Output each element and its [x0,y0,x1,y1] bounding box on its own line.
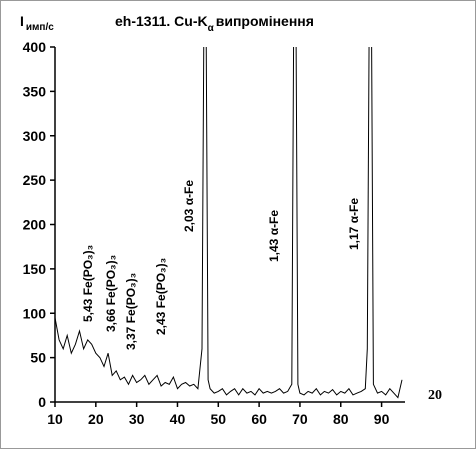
diffraction-line [55,47,403,399]
plot-area [55,47,403,399]
y-tick-label: 150 [23,261,47,277]
y-tick-label: 250 [23,172,47,188]
x-axis-label: 20 [428,388,442,403]
x-tick-label: 20 [88,411,104,427]
y-label-main: I [20,13,24,29]
peak-annotation: 1,17 α-Fe [347,198,361,250]
x-tick-label: 70 [292,411,308,427]
x-tick-label: 30 [129,411,145,427]
title-subscript: α [208,23,215,34]
title-main: eh-1311. Cu-K [115,13,208,29]
x-tick-label: 50 [211,411,227,427]
x-tick-label: 10 [47,411,63,427]
x-tick-label: 40 [170,411,186,427]
y-tick-label: 100 [23,305,47,321]
peak-annotation: 3,37 Fe(PO₃)₃ [124,273,138,350]
x-tick-label: 80 [333,411,349,427]
title-suffix: випромінення [216,13,314,29]
y-tick-label: 200 [23,217,47,233]
peak-annotation: 5,43 Fe(PO₃)₃ [81,245,95,322]
x-tick-label: 60 [251,411,267,427]
chart-title: eh-1311. Cu-Kα випромінення [115,13,314,34]
peak-annotation: 3,66 Fe(PO₃)₃ [104,255,118,332]
peak-annotation: 2,43 Fe(PO₃)₃ [154,258,168,335]
y-tick-label: 300 [23,128,47,144]
peak-annotation: 1,43 α-Fe [267,210,281,262]
x-tick-label: 90 [374,411,390,427]
peak-annotation: 2,03 α-Fe [182,180,196,232]
y-label-subscript: имп/с [26,22,54,33]
y-tick-label: 0 [38,394,46,410]
y-tick-label: 350 [23,83,47,99]
y-tick-label: 50 [30,350,46,366]
y-tick-label: 400 [23,39,47,55]
